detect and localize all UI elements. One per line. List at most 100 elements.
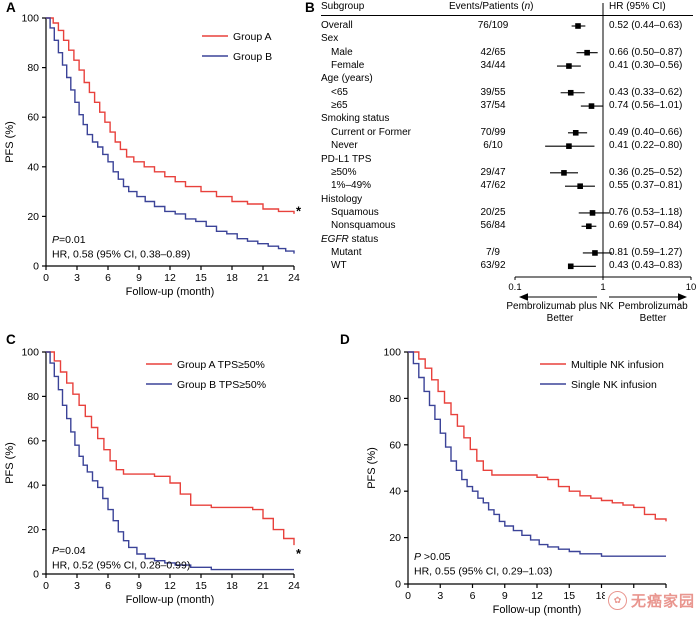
x-axis-label: Follow-up (month) [126,286,215,298]
forest-row-hr-value: 0.76 (0.53–1.18) [609,206,683,218]
watermark: ✿ 无癌家园 [604,588,698,613]
forest-row-hr-value: 0.49 (0.40–0.66) [609,126,683,138]
y-tick-label: 80 [27,62,39,74]
forest-row-events: 76/109 [477,20,509,31]
x-tick-label: 18 [226,272,238,284]
forest-row-events: 70/99 [480,126,506,138]
x-tick-label: 24 [288,272,300,284]
hr-marker [567,263,574,270]
forest-tick-label: 10 [686,282,697,293]
x-tick-label: 9 [136,580,142,592]
x-tick-label: 9 [136,272,142,284]
y-tick-label: 100 [21,13,39,25]
hr-marker [584,49,590,56]
y-tick-label: 80 [27,391,39,403]
panel-c: C 0 20 40 60 80 100 0 3 6 9 12 15 18 21 24 Follow-up (m… [0,332,302,618]
hr-marker [572,130,579,136]
forest-row-events: 37/54 [480,100,506,112]
forest-row-label: Mutant [331,246,362,258]
forest-row-events: 63/92 [480,260,506,272]
y-tick-label: 20 [27,524,39,536]
forest-row-label: Histology [321,193,363,205]
panel-a: A 0 20 40 60 80 100 0 3 6 9 12 15 18 21 24 Follow-up (m… [0,0,302,320]
legend-label-2: Group B TPS≥50% [177,379,266,391]
forest-row-events: 20/25 [480,206,506,218]
forest-row-hr-value: 0.66 (0.50–0.87) [609,46,683,58]
x-tick-label: 3 [74,580,80,592]
forest-row-hr-value: 0.74 (0.56–1.01) [609,100,683,112]
forest-row-events: 56/84 [480,220,506,232]
x-tick-label: 21 [257,580,269,592]
forest-row-events: 42/65 [480,46,506,58]
y-tick-label: 100 [383,347,401,359]
forest-row-events: 29/47 [480,166,506,178]
x-tick-label: 9 [502,590,508,602]
stats-line-1: P=0.01 [52,234,86,246]
x-tick-label: 3 [74,272,80,284]
y-tick-label: 0 [33,569,39,581]
y-axis-label: PFS (%) [4,442,16,484]
x-tick-label: 6 [105,580,111,592]
y-tick-label: 100 [21,347,39,359]
legend-label-1: Multiple NK infusion [571,359,664,371]
stats-line-2: HR, 0.58 (95% CI, 0.38–0.89) [52,249,190,261]
y-tick-label: 60 [27,112,39,124]
x-tick-label: 18 [596,590,608,602]
y-axis-label: PFS (%) [366,447,378,489]
hr-marker [577,183,583,189]
km-chart-group-a-vs-b: 0 20 40 60 80 100 0 3 6 9 12 15 18 21 24 Follow-up (mon… [4,13,302,299]
x-tick-label: 0 [43,272,49,284]
hr-marker [588,103,595,109]
stats-line-1: P=0.04 [52,545,86,557]
watermark-flower-logo-icon: ✿ [607,591,627,610]
km-chart-tps50: 0 20 40 60 80 100 0 3 6 9 12 15 18 21 24 Follow-up (mon… [4,347,302,607]
forest-row-label: Nonsquamous [331,220,396,232]
panel-letter-d: D [340,332,350,347]
panel-b: B Subgroup Events/Patients (n) HR (95% CI)… [303,0,700,334]
x-tick-label: 24 [288,580,300,592]
x-tick-label: 18 [226,580,238,592]
hr-marker [586,223,592,230]
forest-row-label: Current or Former [331,126,412,138]
legend-label-2: Single NK infusion [571,379,657,391]
forest-row-hr-value: 0.36 (0.25–0.52) [609,166,683,178]
y-tick-label: 40 [389,486,401,498]
forest-row-label: Sex [321,33,339,45]
panel-letter-c: C [6,332,16,347]
forest-row-hr-value: 0.55 (0.37–0.81) [609,180,683,192]
forest-row-label: Male [331,46,353,58]
forest-header-hr: HR (95% CI) [609,1,666,12]
forest-row-label: Never [331,140,358,152]
km-series-line-1 [46,17,295,214]
forest-row-label: Female [331,60,365,72]
stats-line-2: HR, 0.55 (95% CI, 0.29–1.03) [414,566,552,578]
hr-marker [589,210,596,216]
x-tick-label: 0 [43,580,49,592]
hr-marker [566,143,572,149]
hr-marker [592,250,598,256]
km-series-line-1 [408,351,667,522]
forest-row-label: ≥65 [331,100,348,112]
x-tick-label: 15 [195,580,207,592]
x-tick-label: 12 [164,580,176,592]
left-arrowhead-icon [519,293,528,301]
x-axis-label: Follow-up (month) [493,604,582,616]
x-tick-label: 21 [257,272,269,284]
y-tick-label: 0 [33,261,39,273]
hr-marker [566,63,572,69]
forest-arrow-label-left: Pembrolizumab plus NK Better [506,301,614,324]
legend-label-2: Group B [233,51,272,63]
forest-row-label: Age (years) [321,73,373,85]
forest-row-label: Squamous [331,206,379,218]
stats-line-2: HR, 0.52 (95% CI, 0.28–0.99) [52,560,190,572]
km-series-line-2 [46,17,295,254]
x-tick-label: 6 [470,590,476,602]
forest-header-subgroup: Subgroup [321,1,365,12]
forest-row-events: 34/44 [480,60,506,72]
forest-tick-label: 1 [600,282,605,293]
forest-row-label: Smoking status [321,113,390,125]
forest-row-hr-value: 0.43 (0.33–0.62) [609,86,683,98]
x-tick-label: 12 [164,272,176,284]
